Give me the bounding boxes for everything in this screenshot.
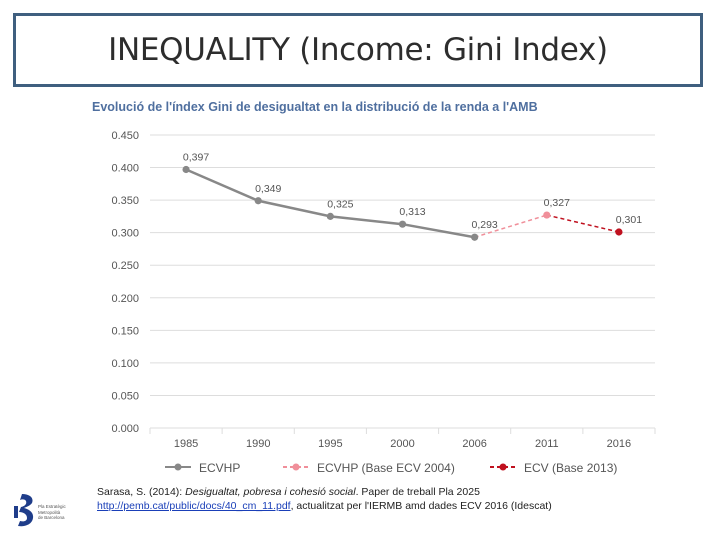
citation-prefix: Sarasa, S. (2014): bbox=[97, 486, 186, 498]
x-tick-label: 1995 bbox=[318, 438, 342, 450]
link-suffix: , actualitzat per l'IERMB amd dades ECV … bbox=[290, 500, 552, 512]
source-link[interactable]: http://pemb.cat/public/docs/40_cm_11.pdf bbox=[97, 500, 291, 512]
y-tick-label: 0.450 bbox=[111, 130, 139, 142]
x-tick-label: 1990 bbox=[246, 438, 270, 450]
y-tick-label: 0.400 bbox=[111, 163, 139, 175]
y-tick-label: 0.250 bbox=[111, 260, 139, 272]
legend-marker bbox=[174, 463, 182, 471]
y-tick-label: 0.300 bbox=[111, 228, 139, 240]
data-label: 0,327 bbox=[544, 197, 570, 209]
data-label: 0,397 bbox=[183, 152, 209, 164]
legend-label: ECVHP (Base ECV 2004) bbox=[317, 461, 455, 475]
data-label: 0,293 bbox=[472, 219, 498, 231]
data-point bbox=[471, 233, 479, 241]
data-point bbox=[615, 228, 623, 236]
logo-text: Pla Estratègic Metropolità de Barcelona bbox=[38, 504, 66, 520]
legend-marker bbox=[499, 463, 507, 471]
slide-title-box: INEQUALITY (Income: Gini Index) bbox=[13, 13, 703, 87]
citation-suffix: . Paper de treball Pla 2025 bbox=[355, 486, 480, 498]
legend-label: ECVHP bbox=[199, 461, 240, 475]
data-point bbox=[326, 212, 334, 220]
chart-title: Evolució de l'índex Gini de desigualtat … bbox=[92, 100, 538, 114]
data-point bbox=[254, 197, 262, 205]
y-tick-label: 0.100 bbox=[111, 358, 139, 370]
data-point bbox=[182, 165, 190, 174]
data-label: 0,313 bbox=[399, 206, 425, 218]
legend-marker bbox=[292, 463, 300, 471]
data-label: 0,325 bbox=[327, 198, 353, 210]
slide-title: INEQUALITY (Income: Gini Index) bbox=[108, 32, 608, 68]
x-tick-label: 2016 bbox=[607, 438, 631, 450]
legend-label: ECV (Base 2013) bbox=[524, 461, 617, 475]
gini-line-chart: 0.450 0.400 0.350 0.300 0.250 0.200 0.150 0.100… bbox=[111, 130, 656, 475]
x-tick-label: 2006 bbox=[462, 438, 486, 450]
y-tick-label: 0.050 bbox=[111, 390, 139, 402]
data-label: 0,301 bbox=[616, 214, 642, 226]
data-point bbox=[398, 220, 407, 228]
data-point bbox=[543, 211, 551, 219]
series-line bbox=[474, 214, 548, 238]
series-line bbox=[546, 214, 620, 233]
citation-title: Desigualtat, pobresa i cohesió social bbox=[185, 486, 356, 498]
x-tick-label: 2011 bbox=[535, 438, 559, 450]
y-tick-label: 0.350 bbox=[111, 195, 139, 207]
y-tick-label: 0.000 bbox=[111, 423, 139, 435]
x-tick-label: 1985 bbox=[174, 438, 198, 450]
data-label: 0,349 bbox=[255, 183, 281, 195]
y-tick-label: 0.200 bbox=[111, 293, 139, 305]
pemb-logo-icon bbox=[14, 494, 34, 527]
y-tick-label: 0.150 bbox=[111, 325, 139, 337]
source-citation: Sarasa, S. (2014): Desigualtat, pobresa … bbox=[97, 485, 697, 513]
x-tick-label: 2000 bbox=[390, 438, 414, 450]
